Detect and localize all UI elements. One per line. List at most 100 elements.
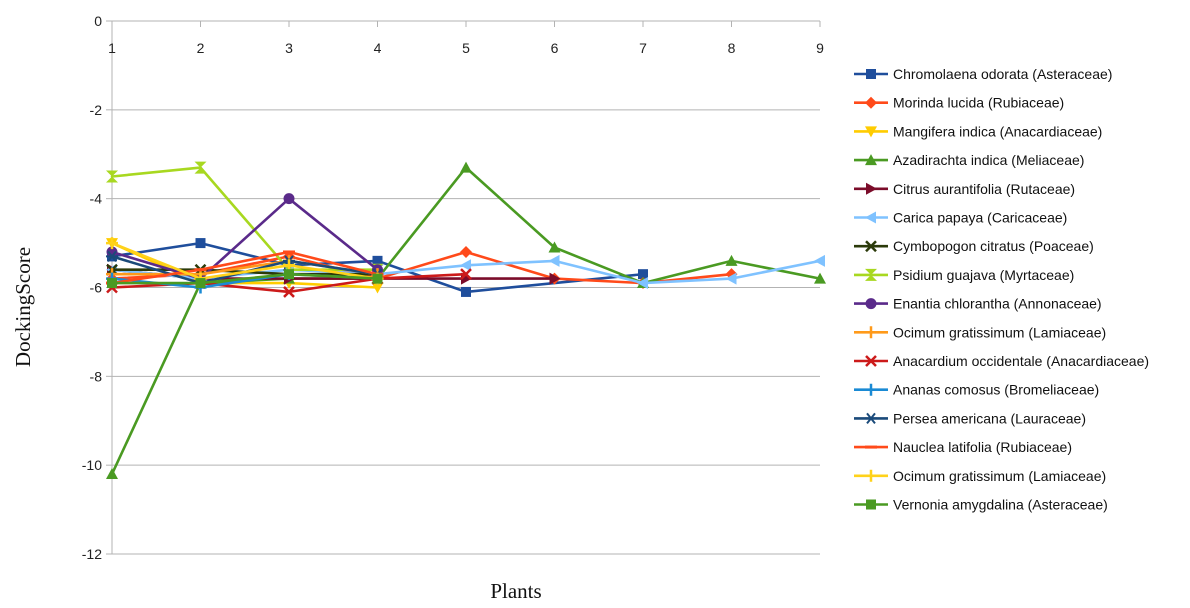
- data-point: [283, 193, 295, 205]
- data-point: [460, 268, 472, 281]
- legend-item: Vernonia amygdalina (Asteraceae): [854, 497, 1108, 513]
- x-axis-title: Plants: [490, 579, 541, 603]
- x-tick-label: 2: [197, 40, 205, 56]
- legend-item: Ananas comosus (Bromeliaceae): [854, 382, 1099, 398]
- data-point: [548, 241, 561, 253]
- data-point: [460, 259, 471, 272]
- data-point: [106, 237, 118, 250]
- legend-marker: [865, 211, 876, 224]
- data-point: [106, 468, 118, 480]
- legend-marker: [866, 499, 876, 510]
- legend-label: Chromolaena odorata (Asteraceae): [893, 66, 1112, 82]
- legend-marker: [865, 412, 877, 425]
- series-line: [110, 250, 379, 285]
- legend-item: Anacardium occidentale (Anacardiaceae): [854, 353, 1149, 369]
- x-tick-label: 5: [462, 40, 470, 56]
- legend-marker: [865, 240, 877, 253]
- y-tick-label: -6: [90, 280, 103, 296]
- legend-label: Morinda lucida (Rubiaceae): [893, 95, 1064, 111]
- legend-item: Enantia chlorantha (Annonaceae): [854, 296, 1102, 312]
- data-point: [548, 254, 560, 267]
- y-tick-label: 0: [94, 13, 102, 29]
- legend-label: Psidium guajava (Myrtaceae): [893, 267, 1074, 283]
- data-point: [460, 161, 472, 173]
- y-tick-label: -2: [90, 102, 103, 118]
- legend-item: Chromolaena odorata (Asteraceae): [854, 66, 1112, 82]
- legend-label: Ocimum gratissimum (Lamiaceae): [893, 324, 1106, 340]
- legend: Chromolaena odorata (Asteraceae) Morinda …: [854, 66, 1149, 513]
- data-point: [106, 250, 118, 263]
- data-point: [106, 246, 118, 258]
- legend-marker: [865, 298, 877, 310]
- series-lines: [106, 161, 826, 480]
- data-point: [725, 254, 738, 266]
- data-point: [814, 254, 825, 267]
- data-point: [461, 286, 471, 297]
- series-line: [110, 197, 379, 280]
- data-point: [372, 255, 383, 266]
- series-line: [110, 166, 379, 272]
- legend-label: Ocimum gratissimum (Lamiaceae): [893, 468, 1106, 484]
- gridlines: [112, 20, 820, 555]
- data-point: [549, 272, 561, 285]
- x-tick-label: 9: [816, 40, 824, 56]
- series: [107, 269, 383, 289]
- data-point: [107, 278, 117, 289]
- data-point: [194, 161, 207, 174]
- series-line: [110, 166, 822, 476]
- data-point: [371, 282, 384, 294]
- data-point: [195, 278, 206, 289]
- legend-item: Psidium guajava (Myrtaceae): [854, 267, 1074, 283]
- legend-label: Persea americana (Lauraceae): [893, 410, 1086, 426]
- legend-item: Nauclea latifolia (Rubiaceae): [854, 439, 1072, 455]
- legend-marker: [866, 182, 877, 195]
- data-point: [195, 238, 206, 249]
- y-tick-label: -12: [82, 546, 102, 562]
- data-point: [372, 273, 383, 284]
- data-point: [637, 277, 648, 290]
- legend-marker: [865, 268, 877, 281]
- legend-item: Morinda lucida (Rubiaceae): [854, 95, 1064, 111]
- legend-label: Mangifera indica (Anacardiaceae): [893, 123, 1102, 139]
- legend-label: Anacardium occidentale (Anacardiaceae): [893, 353, 1149, 369]
- legend-marker: [865, 154, 877, 166]
- legend-marker: [865, 469, 877, 482]
- x-tick-label: 3: [285, 40, 293, 56]
- legend-marker: [865, 326, 877, 339]
- legend-label: Vernonia amygdalina (Asteraceae): [893, 497, 1108, 513]
- legend-marker: [865, 355, 877, 367]
- data-point: [814, 272, 826, 284]
- legend-marker: [865, 383, 877, 396]
- data-point: [106, 170, 118, 183]
- data-point: [460, 245, 472, 258]
- x-tick-label: 6: [551, 40, 559, 56]
- y-tick-label: -8: [90, 368, 103, 384]
- legend-item: Citrus aurantifolia (Rutaceae): [854, 181, 1075, 197]
- legend-marker: [866, 69, 876, 79]
- x-tick-label: 4: [374, 40, 382, 56]
- legend-label: Enantia chlorantha (Annonaceae): [893, 296, 1102, 312]
- x-tick-label: 7: [639, 40, 647, 56]
- legend-label: Cymbopogon citratus (Poaceae): [893, 238, 1094, 254]
- legend-item: Ocimum gratissimum (Lamiaceae): [854, 468, 1106, 484]
- data-point: [284, 269, 294, 280]
- y-tick-label: -10: [82, 457, 102, 473]
- legend-item: Carica papaya (Caricaceae): [854, 210, 1067, 226]
- x-tick-label: 1: [108, 40, 116, 56]
- legend-label: Citrus aurantifolia (Rutaceae): [893, 181, 1075, 197]
- legend-label: Azadirachta indica (Meliaceae): [893, 152, 1084, 168]
- series-line: [110, 272, 379, 285]
- data-point: [638, 269, 648, 280]
- legend-label: Nauclea latifolia (Rubiaceae): [893, 439, 1072, 455]
- series-line: [110, 241, 379, 280]
- legend-label: Carica papaya (Caricaceae): [893, 210, 1067, 226]
- legend-marker: [865, 96, 877, 109]
- legend-item: Ocimum gratissimum (Lamiaceae): [854, 324, 1106, 340]
- y-axis-title: DockingScore: [11, 247, 35, 367]
- data-point: [283, 286, 295, 298]
- data-point: [725, 272, 737, 285]
- legend-marker: [865, 126, 877, 138]
- y-tick-label: -4: [90, 191, 103, 207]
